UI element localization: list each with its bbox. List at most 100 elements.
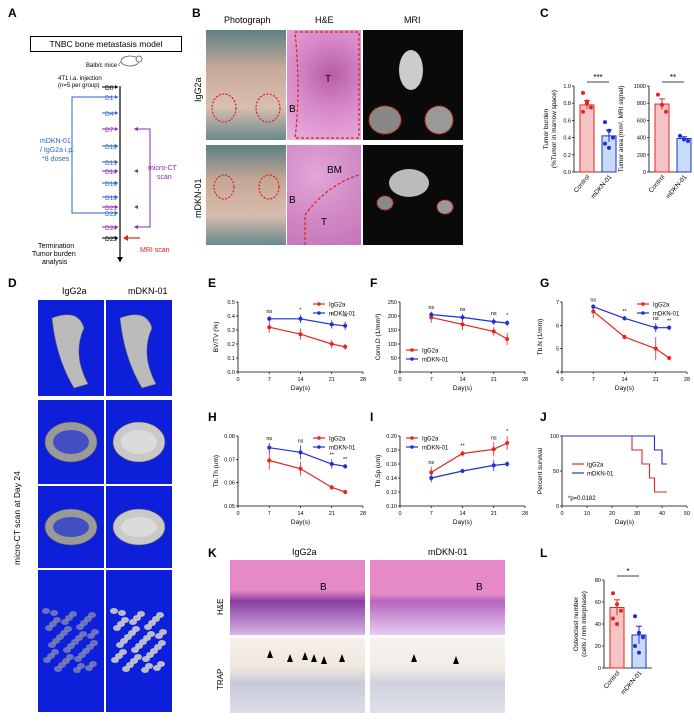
data-point [653,346,658,351]
x-tick-label: 50 [684,511,690,517]
data-point [622,335,627,339]
trabecula [42,608,50,614]
category-label: Control [603,669,622,690]
x-tick-label: 28 [522,511,528,517]
trabecula [141,667,149,673]
data-point [429,470,434,475]
x-tick-label: 28 [360,377,366,383]
data-point [429,312,434,317]
x-tick-label: 7 [268,377,271,383]
bone-shape [51,314,89,389]
day-arrowhead [115,111,118,115]
x-tick-label: 0 [236,511,239,517]
y-tick-label: 50 [391,356,397,362]
panel-label-k: K [208,546,217,560]
data-point [460,469,465,473]
y-tick-label: 60 [595,600,601,606]
data-point [460,315,465,320]
day-arrowhead [115,160,118,164]
significance-stars: ** [670,73,676,82]
marrow-space [53,430,89,454]
injection-line1: 4T1 i.a. injection [58,76,102,82]
y-axis-label-2: (cells / mm interphase) [581,591,588,657]
y-tick-label: 100 [550,434,559,440]
data-point [581,90,585,95]
x-tick-label: 20 [609,511,615,517]
x-tick-label: 28 [684,377,690,383]
chart-bvtv: 0.0 0.1 0.2 0.3 0.4 0.5 0 7 14 21 28 BV/TV (%) Day(s… [213,300,366,392]
treatment-line3: *8 doses [42,156,70,163]
y-tick-label: 0.2 [563,153,571,159]
col-he: H&E [315,15,334,25]
bar-Control [654,103,670,173]
legend-label: mDKN-01 [329,312,356,318]
microct-tile [106,400,172,484]
significance-label: ns [428,305,434,311]
significance-label: ns [298,438,304,444]
chart-connd: 0 50 100 150 200 250 0 7 14 21 28 Conn.D (1/mm³) Day… [375,300,528,392]
data-point [460,322,465,327]
he-label-t-bottom: T [321,217,327,228]
data-point [653,325,658,330]
legend-marker [641,302,645,306]
category-label: Control [573,173,592,194]
series-line-IgG2a [431,316,508,340]
x-tick-label: 0 [560,511,563,517]
chart-tumor-burden: 0.0 0.2 0.4 0.6 0.8 1.0 Tumor burden (%Tumor in… [543,73,617,200]
histology-col-mdkn01: mDKN-01 [428,547,468,557]
significance-label: ns [653,316,659,322]
legend-label: mDKN-01 [422,446,449,452]
panel-label-h: H [208,410,217,424]
he-label-b-top: B [289,104,296,115]
data-point [505,462,510,466]
legend-label: mDKN-01 [587,472,614,478]
y-tick-label: 0.12 [386,490,397,496]
marrow-space [121,517,157,537]
series-line-IgG2a [592,310,670,359]
panel-label-i: I [370,410,374,424]
day-arrowhead [115,144,118,148]
mouse-icon [118,55,143,67]
data-point [505,336,510,341]
y-tick-label: 0.0 [227,370,235,376]
legend-marker [317,302,321,306]
day-label: D19 [105,195,117,202]
significance-label: * [506,429,509,435]
data-point [343,464,348,469]
legend-label: mDKN-01 [329,446,356,452]
data-point [298,316,303,321]
data-point [581,109,585,114]
bar-Control [579,104,595,173]
y-tick-label: 50 [553,469,559,475]
day-label: D25 [105,236,117,243]
x-tick-label: 14 [297,511,303,517]
series-line-mDKN-01 [431,463,508,479]
data-point [591,309,596,314]
y-tick-label: 0.2 [227,342,235,348]
chart-tumor-area: 0 200 400 600 800 1000 Tumor area (mm², MRI si… [618,73,692,200]
x-tick-label: 40 [659,511,665,517]
significance-label: ** [460,444,465,450]
day-arrowhead [115,195,118,199]
data-point [267,458,272,463]
he-histology-igg2a: B [230,560,365,635]
y-tick-label: 0.18 [386,448,397,454]
y-tick-label: 200 [637,153,646,159]
y-tick-label: 0.16 [386,462,397,468]
legend-marker [410,357,414,361]
y-axis-label: Tb.Sp (um) [375,455,382,488]
trabecula [76,624,84,630]
termination-line3: analysis [42,259,68,266]
data-point [611,591,615,596]
trabecula [48,642,56,648]
microct-line1: micro-CT [148,165,177,172]
x-tick-label: 14 [297,377,303,383]
day-arrowhead [115,95,118,99]
model-title-box: TNBC bone metastasis model [30,36,182,52]
trabecula [73,667,81,673]
x-tick-label: 21 [653,377,659,383]
x-tick-label: 14 [621,377,627,383]
data-point [615,622,619,626]
trabecula [118,610,126,616]
